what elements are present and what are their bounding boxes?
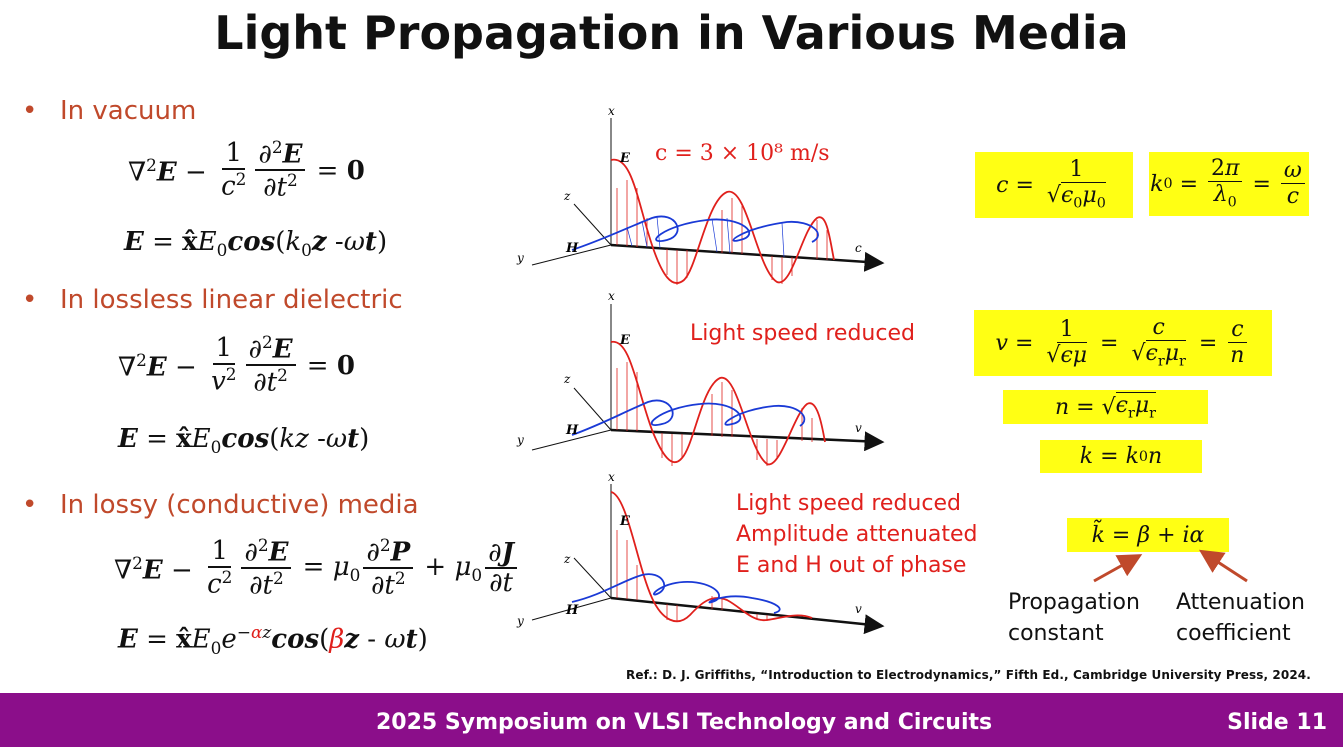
bullet-vacuum: • In vacuum [22,96,196,126]
field-label-e: E [619,151,631,166]
wave-diagram-vacuum: x E z H y c [516,104,885,285]
bullet-lossy: • In lossy (conductive) media [22,490,419,520]
e-field-wave [610,341,826,465]
conference-name: 2025 Symposium on VLSI Technology and Ci… [376,710,993,735]
axis-label-y: y [516,614,524,628]
propagation-label-line1: Propagation [1008,590,1140,615]
axis-label-y: y [516,433,524,447]
field-solution-vacuum: E = x̂E0cos(k0z -ωt) [124,227,388,261]
wave-equation-dielectric: ∇2E − 1 v2 ∂2E ∂t2 = 0 [118,332,355,398]
wave-diagram-dielectric: x E z H y v [516,290,885,466]
complex-wavevector-box: k̃ = β + iα [1067,518,1229,552]
field-label-h: H [565,603,579,618]
e-field-stems [616,180,828,285]
h-field-wave [571,399,806,436]
axis-label-y: y [516,251,524,265]
h-field-wave [571,573,781,614]
axis-label-x: x [608,104,615,118]
field-label-e: E [619,333,631,348]
field-label-h: H [565,241,579,256]
direction-label: c [855,241,862,255]
bullet-dot-icon: • [22,490,38,520]
lossy-note-line1: Light speed reduced [736,491,961,516]
e-field-wave [610,491,813,623]
wave-equation-vacuum: ∇2E − 1 c2 ∂2E ∂t2 = 0 [128,137,365,203]
field-solution-dielectric: E = x̂E0cos(kz -ωt) [118,424,370,458]
dielectric-note: Light speed reduced [690,321,915,346]
e-field-wave [610,158,835,284]
attenuation-label-line1: Attenuation [1176,590,1305,615]
speed-of-light-note: c = 3 × 10⁸ m/s [655,141,830,166]
axis-label-z: z [563,189,571,203]
attenuation-label-line2: coefficient [1176,621,1291,646]
annotation-arrows [1093,549,1248,583]
wave-equation-lossy: ∇2E − 1 c2 ∂2E ∂t2 = μ0 ∂2P ∂t2 + μ0 ∂J ∂t [114,536,520,602]
h-field-stems [626,216,785,258]
bullet-dot-icon: • [22,96,38,126]
attenuation-arrow-icon [1198,549,1248,583]
bullet-text: In lossless linear dielectric [60,285,403,315]
bullet-text: In vacuum [60,96,197,126]
direction-label: v [855,602,862,616]
speed-formula-box: c = 1 √ϵ0μ0 [975,152,1133,218]
field-solution-lossy: E = x̂E0e−αzcos(βz - ωt) [118,622,428,658]
field-label-h: H [565,423,579,438]
slide-number: Slide 11 [1227,710,1327,735]
axis-label-x: x [608,470,615,484]
footer-bar: 2025 Symposium on VLSI Technology and Ci… [0,693,1343,747]
h-field-wave [571,215,819,251]
axis-label-x: x [608,290,615,303]
wave-diagram-lossy: x E z H y v [516,470,885,635]
bullet-dielectric: • In lossless linear dielectric [22,285,403,315]
bullet-text: In lossy (conductive) media [60,490,419,520]
bullet-dot-icon: • [22,285,38,315]
slide-title: Light Propagation in Various Media [214,6,1129,60]
lossy-note-line3: E and H out of phase [736,553,967,578]
field-label-e: E [619,514,631,529]
reference-citation: Ref.: D. J. Griffiths, “Introduction to … [626,668,1311,682]
lossy-note-line2: Amplitude attenuated [736,522,978,547]
axis-label-z: z [563,552,571,566]
propagation-label-line2: constant [1008,621,1104,646]
axis-label-z: z [563,372,571,386]
propagation-arrow-icon [1093,554,1143,583]
refractive-index-box: n = √ ϵrμr [1003,390,1208,424]
direction-label: v [855,421,862,435]
